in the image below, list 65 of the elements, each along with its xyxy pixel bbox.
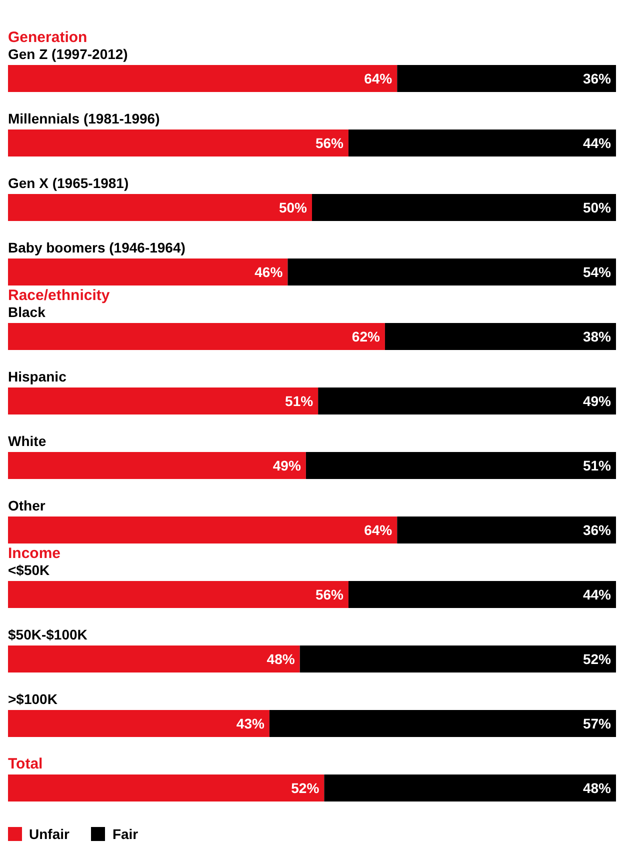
y-tick-label: $50K-$100K (8, 626, 88, 642)
bar (8, 194, 312, 221)
bar (8, 388, 318, 414)
data-label: 48% (266, 650, 296, 667)
annotation: Generation (8, 29, 88, 46)
data-label: 50% (582, 199, 612, 216)
y-tick-label: Other (8, 498, 46, 514)
y-tick-label: Millennials (1981-1996) (8, 110, 160, 126)
data-label: 56% (315, 586, 344, 602)
bar (300, 646, 616, 672)
bar (288, 258, 616, 286)
data-label: 44% (582, 134, 612, 151)
bar (324, 774, 616, 802)
y-tick-label: >$100K (8, 691, 58, 707)
data-label: 38% (582, 328, 612, 344)
bar (8, 258, 288, 286)
bar (348, 581, 616, 608)
bar (8, 323, 385, 350)
annotation: Race/ethnicity (8, 287, 110, 304)
y-tick-label: Total (8, 756, 43, 772)
y-tick-label: <$50K (8, 562, 50, 578)
data-label: 57% (582, 715, 612, 732)
data-label: 64% (364, 522, 393, 538)
data-label: 49% (582, 392, 612, 409)
data-label: 46% (254, 264, 284, 280)
data-label: 54% (582, 264, 612, 280)
bar (8, 581, 348, 608)
bar (306, 452, 616, 479)
data-label: 43% (236, 715, 265, 732)
y-tick-label: White (8, 433, 46, 449)
bar (318, 388, 616, 414)
y-tick-label: Baby boomers (1946-1964) (8, 240, 186, 256)
bar (397, 65, 616, 92)
bar (8, 646, 300, 672)
bar (8, 65, 398, 92)
data-label: 48% (582, 780, 612, 796)
bar (384, 323, 616, 350)
data-label: 51% (582, 457, 612, 474)
y-tick-label: Gen Z (1997-2012) (8, 46, 128, 62)
bar (8, 774, 324, 802)
legend-label: Unfair (28, 826, 70, 842)
y-tick-label: Black (8, 304, 46, 320)
bar (269, 710, 616, 737)
data-label: 36% (582, 522, 612, 538)
data-label: 56% (315, 134, 344, 151)
bar (397, 516, 616, 544)
data-label: 52% (582, 650, 612, 667)
bar (8, 452, 306, 479)
annotation: Income (8, 545, 61, 562)
bar (8, 710, 270, 737)
bar (312, 194, 616, 221)
y-tick-label: Gen X (1965-1981) (8, 175, 129, 191)
bar (348, 130, 616, 156)
data-label: 52% (291, 780, 320, 796)
data-label: 50% (278, 199, 308, 216)
data-label: 36% (582, 70, 612, 86)
data-label: 62% (352, 328, 380, 344)
data-label: 51% (285, 392, 314, 409)
data-label: 49% (272, 457, 302, 474)
y-tick-label: Hispanic (8, 368, 67, 384)
bar (8, 130, 348, 156)
bar (8, 516, 398, 544)
data-label: 64% (364, 70, 393, 86)
data-label: 44% (582, 586, 612, 602)
legend-label: Fair (111, 826, 138, 842)
